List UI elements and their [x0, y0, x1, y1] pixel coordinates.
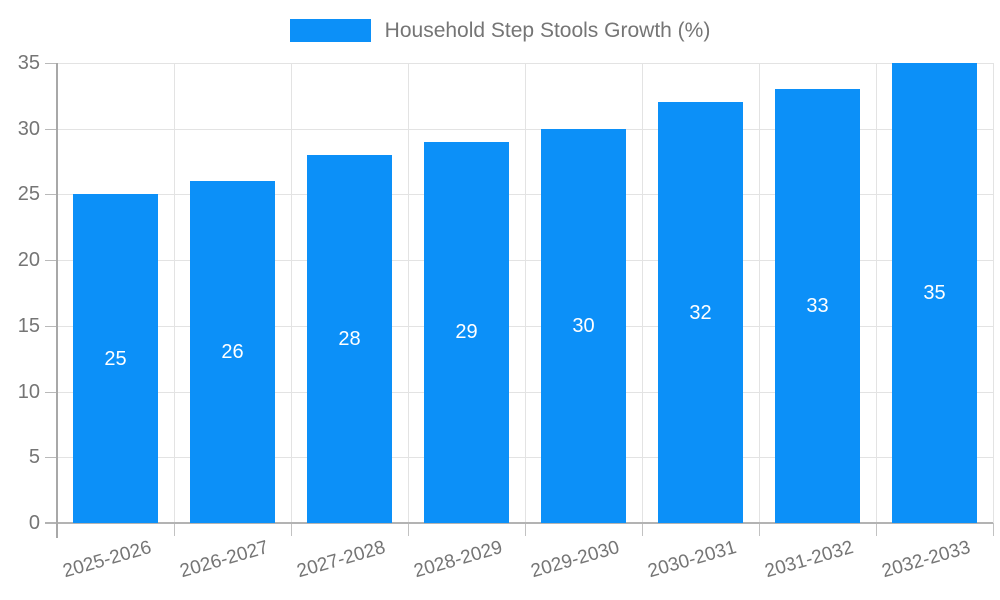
y-axis-tick-label: 20: [17, 249, 40, 272]
y-axis-tick-label: 25: [17, 183, 40, 206]
x-axis-tick-label: 2032-2033: [879, 537, 973, 583]
x-axis-tick-label: 2026-2027: [177, 537, 271, 583]
x-axis-tick-label: 2027-2028: [294, 537, 388, 583]
y-axis-tick-label: 5: [28, 446, 40, 469]
y-axis-line: [56, 63, 58, 538]
y-axis-tick-label: 30: [17, 117, 40, 140]
chart-legend[interactable]: Household Step Stools Growth (%): [0, 18, 1000, 43]
x-axis-tick-label: 2028-2029: [411, 537, 505, 583]
bar[interactable]: 26: [190, 181, 275, 523]
bar-value-label: 32: [689, 301, 712, 324]
x-axis-tick-label: 2025-2026: [60, 537, 154, 583]
x-axis-line: [45, 522, 993, 524]
legend-swatch: [289, 19, 371, 42]
x-axis-tick-label: 2029-2030: [528, 537, 622, 583]
y-axis-tick: [45, 457, 57, 459]
bar[interactable]: 28: [307, 155, 392, 523]
x-gridline: [291, 63, 292, 523]
x-axis-tick: [525, 523, 526, 536]
x-gridline: [876, 63, 877, 523]
bar[interactable]: 25: [73, 194, 158, 523]
x-axis-tick: [993, 523, 994, 536]
y-axis-tick: [45, 391, 57, 393]
x-axis-tick: [174, 523, 175, 536]
x-axis-tick: [408, 523, 409, 536]
bar[interactable]: 33: [775, 89, 860, 523]
x-axis-tick: [876, 523, 877, 536]
bar-value-label: 35: [923, 282, 946, 304]
y-axis-tick: [45, 128, 57, 130]
y-axis-tick-label: 35: [17, 52, 40, 74]
x-axis-tick: [291, 523, 292, 536]
bar[interactable]: 29: [424, 141, 509, 523]
x-gridline: [993, 63, 994, 523]
y-axis-tick: [45, 63, 57, 64]
bar-value-label: 29: [455, 321, 478, 344]
legend-label: Household Step Stools Growth (%): [384, 19, 711, 42]
x-gridline: [759, 63, 760, 523]
bar[interactable]: 30: [541, 128, 626, 523]
x-axis-tick-label: 2031-2032: [762, 537, 856, 583]
y-axis-tick-label: 10: [17, 380, 40, 403]
y-axis-tick-label: 0: [28, 512, 40, 534]
x-axis-tick-label: 2030-2031: [645, 537, 739, 583]
y-axis-tick: [45, 325, 57, 327]
y-axis-tick: [45, 194, 57, 196]
bar-value-label: 25: [104, 347, 127, 370]
x-axis-tick: [642, 523, 643, 536]
x-gridline: [174, 63, 175, 523]
y-axis-tick: [45, 260, 57, 262]
bar-value-label: 30: [572, 314, 595, 337]
x-gridline: [525, 63, 526, 523]
bar-value-label: 33: [806, 295, 829, 318]
bar[interactable]: 32: [658, 102, 743, 523]
bar-value-label: 26: [221, 341, 244, 364]
y-axis-tick-label: 15: [17, 314, 40, 337]
x-gridline: [642, 63, 643, 523]
bar-value-label: 28: [338, 328, 361, 350]
bar[interactable]: 35: [892, 63, 977, 523]
x-gridline: [408, 63, 409, 523]
x-axis-tick: [759, 523, 760, 536]
